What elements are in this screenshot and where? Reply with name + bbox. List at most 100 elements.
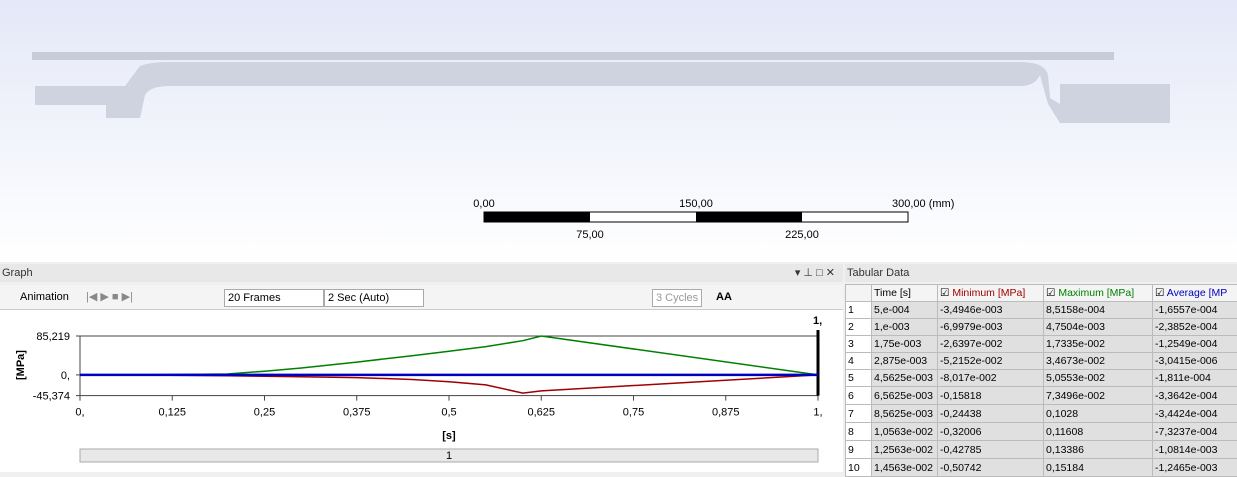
panel-title: Graph (2, 267, 33, 279)
header-text: Average [MP (1167, 287, 1228, 299)
graph-title-bar: Graph ▾ ⊥ □ ✕ (0, 264, 843, 282)
header-cell: ☑ Minimum [MPa] (938, 285, 1044, 302)
cell: 5,e-004 (872, 302, 938, 319)
cell: 5,0553e-002 (1044, 370, 1153, 387)
cell: 4,7504e-003 (1044, 319, 1153, 336)
cell: -1,2465e-003 (1153, 459, 1237, 477)
cell: 0,13386 (1044, 441, 1153, 459)
table-wrap: Time [s]☑ Minimum [MPa]☑ Maximum [MPa]☑ … (845, 284, 1237, 477)
data-table: Time [s]☑ Minimum [MPa]☑ Maximum [MPa]☑ … (845, 284, 1237, 477)
cell: -2,6397e-002 (938, 336, 1044, 353)
y-axis-label: [MPa] (15, 350, 27, 380)
toolbar: Animation |◀ ▶ ■ ▶| 20 Frames 2 Sec (Aut… (0, 285, 843, 310)
cell: 1,4563e-002 (872, 459, 938, 477)
cell: 3 (846, 336, 872, 353)
scale-label: 225,00 (785, 229, 819, 241)
cell: -0,32006 (938, 423, 1044, 441)
checkbox[interactable]: ☑ (1046, 287, 1058, 299)
cell: 4,5625e-003 (872, 370, 938, 387)
x-tick-label: 0,75 (623, 407, 644, 419)
scale-label: 0,00 (473, 198, 494, 210)
cell: 2 (846, 319, 872, 336)
x-tick-label: 0,125 (158, 407, 186, 419)
header-cell (846, 285, 872, 302)
x-tick-label: 0,25 (254, 407, 275, 419)
cell: -0,50742 (938, 459, 1044, 477)
cell: 6 (846, 387, 872, 405)
scale-label: 75,00 (576, 229, 604, 241)
scale-bar: 0,00 150,00 300,00 (mm) 75,00 225,00 (473, 198, 954, 241)
cell: 5 (846, 370, 872, 387)
cell: -7,3237e-004 (1153, 423, 1237, 441)
cell: 10 (846, 459, 872, 477)
button[interactable]: |◀ ▶ ■ ▶| (86, 289, 133, 305)
cell: -0,15818 (938, 387, 1044, 405)
x-tick-label: 0,5 (441, 407, 456, 419)
cell: -1,0814e-003 (1153, 441, 1237, 459)
header-cell: ☑ Average [MP (1153, 285, 1237, 302)
cell: -2,3852e-004 (1153, 319, 1237, 336)
cell: -8,017e-002 (938, 370, 1044, 387)
x-tick-label: 0,375 (343, 407, 371, 419)
cell: 0,11608 (1044, 423, 1153, 441)
cell: 1 (846, 302, 872, 319)
cell: 8 (846, 423, 872, 441)
scale-seg (696, 212, 802, 222)
checkbox[interactable]: ☑ (940, 287, 952, 299)
label: Animation (20, 289, 69, 305)
button[interactable]: 3 Cycles (652, 289, 702, 307)
series-line (80, 375, 818, 393)
button[interactable]: AA (716, 289, 732, 305)
x-tick-label: 0, (75, 407, 84, 419)
plot-frame (80, 336, 818, 396)
header-text: Minimum [MPa] (952, 287, 1025, 299)
scale-label: 150,00 (679, 198, 713, 210)
cell: 9 (846, 441, 872, 459)
header-cell: Time [s] (872, 285, 938, 302)
y-tick-label: -45,374 (33, 391, 70, 403)
cell: 8,5158e-004 (1044, 302, 1153, 319)
header-cell: ☑ Maximum [MPa] (1044, 285, 1153, 302)
cell: -3,4946e-003 (938, 302, 1044, 319)
cell: -3,4424e-004 (1153, 405, 1237, 423)
cell: -1,811e-004 (1153, 370, 1237, 387)
cell: -1,6557e-004 (1153, 302, 1237, 319)
scale-label: 300,00 (mm) (892, 198, 954, 210)
cell: 1,2563e-002 (872, 441, 938, 459)
cell: 0,15184 (1044, 459, 1153, 477)
cell: 2,875e-003 (872, 353, 938, 370)
cell: 7,3496e-002 (1044, 387, 1153, 405)
cell: -6,9979e-003 (938, 319, 1044, 336)
cell: -3,0415e-006 (1153, 353, 1237, 370)
time-marker-label: 1, (813, 315, 822, 327)
cell: 3,4673e-002 (1044, 353, 1153, 370)
x-axis-label: [s] (442, 430, 456, 442)
viewport: 0,00 150,00 300,00 (mm) 75,00 225,00 (0, 0, 1237, 262)
series-line (80, 336, 818, 375)
x-tick-label: 1, (813, 407, 822, 419)
cell: 8,5625e-003 (872, 405, 938, 423)
dropdown[interactable]: 2 Sec (Auto) (324, 289, 424, 307)
cell: -0,24438 (938, 405, 1044, 423)
geometry: 0,00 150,00 300,00 (mm) 75,00 225,00 (0, 0, 1237, 262)
cell: 7 (846, 405, 872, 423)
cell: 1,7335e-002 (1044, 336, 1153, 353)
cell: 0,1028 (1044, 405, 1153, 423)
checkbox[interactable]: ☑ (1155, 287, 1167, 299)
cell: 1,75e-003 (872, 336, 938, 353)
dropdown[interactable]: 20 Frames (224, 289, 324, 307)
plate (32, 52, 1114, 60)
cell: -5,2152e-002 (938, 353, 1044, 370)
panel-controls[interactable]: ▾ ⊥ □ ✕ (795, 264, 835, 282)
panel-title: Tabular Data (847, 267, 909, 279)
